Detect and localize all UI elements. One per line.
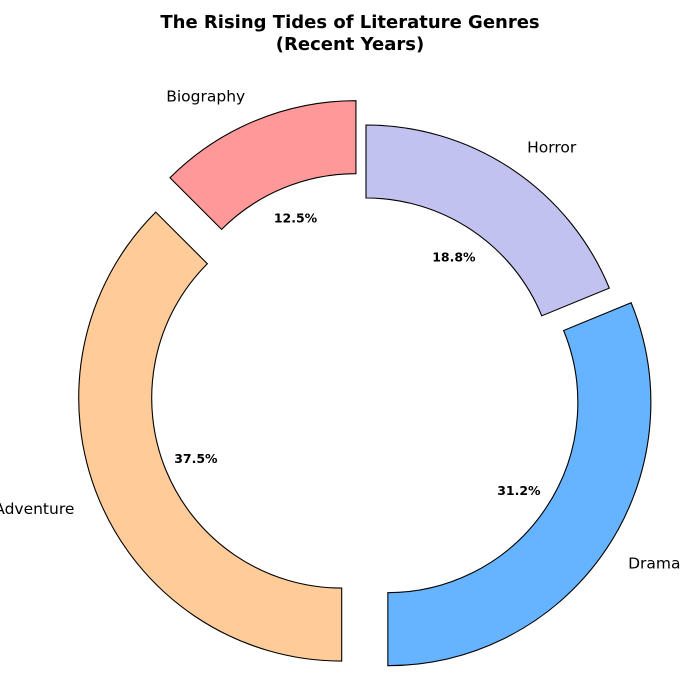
label-horror: Horror (527, 139, 577, 157)
wedge-biography (169, 100, 357, 231)
wedges (78, 100, 652, 667)
percent-adventure: 37.5% (174, 451, 218, 466)
labels: Drama 31.2% Horror 18.8% Biography 12.5% Adven… (0, 87, 681, 572)
wedge-adventure (78, 211, 343, 662)
label-adventure: Adventure (0, 500, 74, 518)
percent-biography: 12.5% (274, 210, 318, 225)
chart-title: The Rising Tides of Literature Genres (R… (0, 12, 700, 56)
percent-horror: 18.8% (432, 249, 476, 264)
chart-title-main: The Rising Tides of Literature Genres (160, 12, 540, 33)
label-drama: Drama (628, 555, 680, 573)
wedge-drama (387, 302, 652, 667)
wedge-horror (365, 124, 611, 317)
chart-subtitle: (Recent Years) (275, 34, 425, 55)
label-biography: Biography (166, 87, 245, 105)
percent-drama: 31.2% (497, 483, 541, 498)
